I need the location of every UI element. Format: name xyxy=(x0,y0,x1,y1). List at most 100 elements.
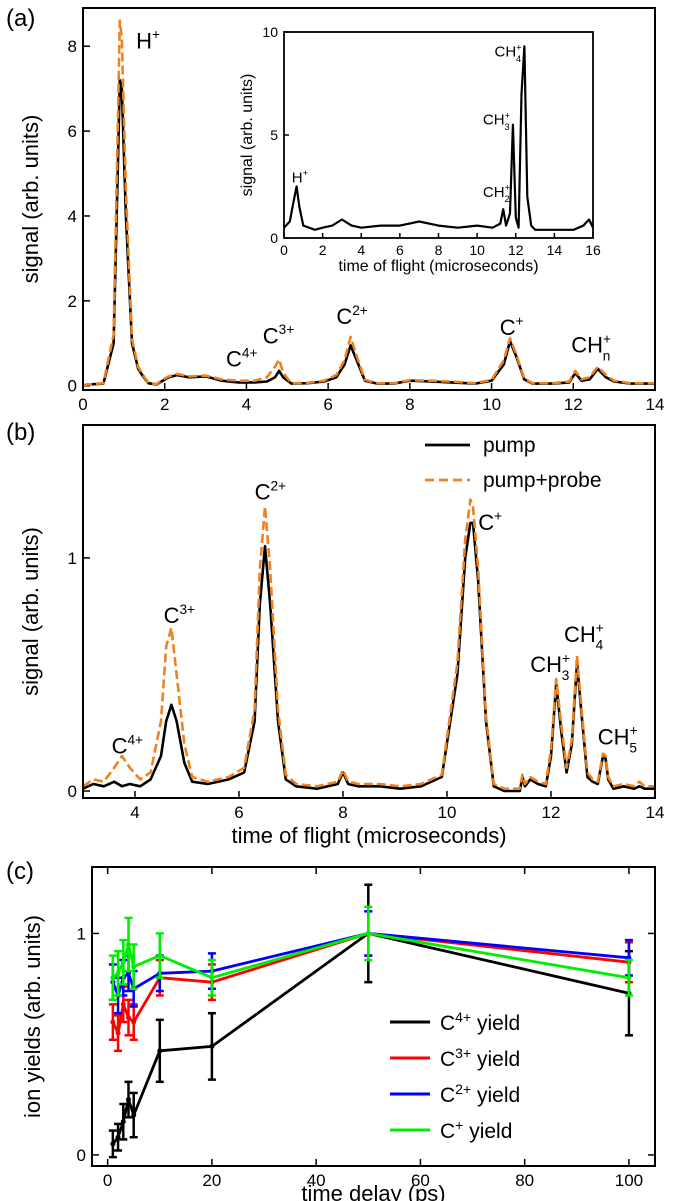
peak-label: CH+ 4 xyxy=(564,621,604,653)
y-tick-label: 1 xyxy=(77,924,86,943)
data-point xyxy=(365,930,371,936)
peak-label: CH+ 3 xyxy=(530,651,570,683)
x-tick-label: 80 xyxy=(515,1171,534,1190)
inset: 0 2 4 6 8 10 12 14 16 0 5 10 H+ CH+ 2 CH+ 3 CH+ 4 signal (a… xyxy=(239,24,601,275)
x-tick-label: 10 xyxy=(469,242,485,258)
x-tick-label: 0 xyxy=(103,1171,112,1190)
y-tick-label: 1 xyxy=(68,549,77,568)
plot-area xyxy=(284,45,593,231)
data-point xyxy=(120,959,126,965)
legend-label: C+ yield xyxy=(440,1117,512,1143)
peak-label: H+ xyxy=(136,27,160,53)
panel-a: 0 2 4 6 8 10 12 14 0 2 4 6 8 H+ C4+C3+ C2+ C+ CH+ n signal … xyxy=(18,7,665,414)
data-point xyxy=(157,953,163,959)
x-tick-label: 4 xyxy=(242,395,251,414)
legend-label: C4+ yield xyxy=(440,1009,520,1035)
x-tick-label: 16 xyxy=(585,242,601,258)
data-point xyxy=(120,1001,126,1007)
plot-frame xyxy=(82,424,656,799)
y-tick-label: 0 xyxy=(68,782,77,801)
peak-label: CH+ 3 xyxy=(483,110,510,132)
data-point xyxy=(110,1019,116,1025)
x-tick-label: 100 xyxy=(615,1171,643,1190)
x-tick-label: 10 xyxy=(438,803,457,822)
data-point xyxy=(125,1015,131,1021)
data-point xyxy=(131,1019,137,1025)
y-tick-label: 6 xyxy=(68,122,77,141)
panel-label-a: (a) xyxy=(6,5,35,32)
y-tick-label: 0 xyxy=(270,230,278,246)
x-tick-label: 6 xyxy=(396,242,404,258)
x-tick-label: 8 xyxy=(405,395,414,414)
x-tick-label: 2 xyxy=(160,395,169,414)
plot-frame xyxy=(283,31,594,239)
x-tick-label: 6 xyxy=(323,395,332,414)
plot-frame xyxy=(82,7,656,391)
y-axis-title: signal (arb. units) xyxy=(18,527,43,696)
data-point xyxy=(120,1119,126,1125)
series-line xyxy=(83,19,655,387)
peak-label: C3+ xyxy=(263,322,294,348)
x-tick-label: 0 xyxy=(280,242,288,258)
x-tick-label: 6 xyxy=(234,803,243,822)
plot-area xyxy=(108,883,633,1159)
y-tick-label: 0 xyxy=(68,377,77,396)
panel-label-c: (c) xyxy=(6,858,34,885)
y-axis-title: ion yields (arb. units) xyxy=(20,915,45,1118)
data-point xyxy=(626,975,632,981)
legend-c: C4+ yield C3+ yield C2+ yield C+ yield xyxy=(390,1009,520,1143)
peak-label: C4+ xyxy=(112,732,143,758)
x-tick-label: 12 xyxy=(564,395,583,414)
data-point xyxy=(110,1141,116,1147)
peak-label: C+ xyxy=(478,509,502,535)
legend-label: pump xyxy=(483,434,536,457)
peak-label: CH+ 5 xyxy=(598,723,638,755)
x-tick-label: 8 xyxy=(338,803,347,822)
data-point xyxy=(115,970,121,976)
x-tick-label: 4 xyxy=(357,242,365,258)
data-point xyxy=(131,1112,137,1118)
y-tick-label: 4 xyxy=(68,207,77,226)
panel-c: 0 20 40 60 80 100 0 1 ion yields (arb. units) tim… xyxy=(20,866,656,1201)
data-point xyxy=(131,964,137,970)
series-line xyxy=(83,498,655,791)
x-tick-label: 8 xyxy=(435,242,443,258)
peak-label: CH+ n xyxy=(571,331,611,363)
x-tick-label: 12 xyxy=(542,803,561,822)
x-tick-label: 0 xyxy=(78,395,87,414)
x-axis-title: time of flight (microseconds) xyxy=(338,258,538,275)
y-tick-label: 10 xyxy=(262,24,278,40)
peak-label: CH+ 2 xyxy=(483,183,510,205)
legend-label: pump+probe xyxy=(483,469,602,492)
peak-label: C+ xyxy=(500,314,524,340)
x-tick-label: 40 xyxy=(307,1171,326,1190)
x-tick-label: 14 xyxy=(646,395,665,414)
plot-area xyxy=(83,19,655,387)
peak-label: C4+ xyxy=(226,345,257,371)
panel-b: 4 6 8 10 12 14 0 1 C4+ C3+ C2+ C+ CH+ 3CH+ 4 CH+ 5 signal… xyxy=(18,424,664,848)
peak-label: C3+ xyxy=(164,602,195,628)
series-line xyxy=(284,45,593,231)
y-axis-title: signal (arb. units) xyxy=(239,74,256,197)
peak-label: C2+ xyxy=(336,303,367,329)
panel-label-b: (b) xyxy=(6,419,35,446)
y-tick-label: 2 xyxy=(68,292,77,311)
peak-label: C2+ xyxy=(255,478,286,504)
plot-frame xyxy=(91,866,656,1167)
y-tick-label: 5 xyxy=(270,127,278,143)
y-axis-title: signal (arb. units) xyxy=(18,115,43,284)
x-axis-title: time delay (ps) xyxy=(301,1181,445,1201)
x-tick-label: 2 xyxy=(319,242,327,258)
peak-label: CH+ 4 xyxy=(495,42,522,64)
x-axis-title: time of flight (microseconds) xyxy=(231,823,506,848)
x-tick-label: 4 xyxy=(130,803,139,822)
x-tick-label: 60 xyxy=(411,1171,430,1190)
data-point xyxy=(125,1097,131,1103)
x-tick-label: 14 xyxy=(547,242,563,258)
y-tick-label: 0 xyxy=(77,1146,86,1165)
legend-b: pump pump+probe xyxy=(425,434,602,492)
data-point xyxy=(209,975,215,981)
series-line xyxy=(83,521,655,793)
